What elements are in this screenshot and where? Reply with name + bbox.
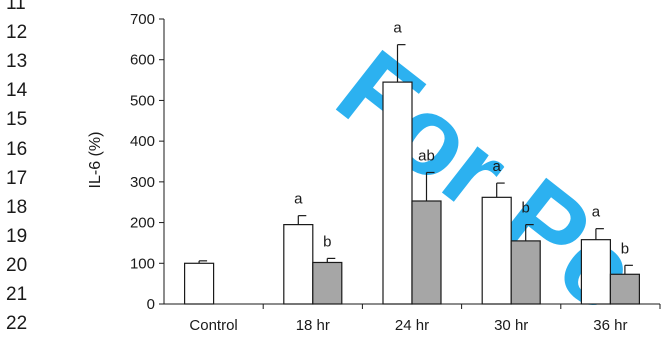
- line-number: 12: [6, 22, 28, 44]
- line-number: 16: [6, 138, 28, 160]
- x-tick-label: 18 hr: [296, 317, 330, 334]
- significance-label: ab: [418, 147, 435, 164]
- y-tick-label: 500: [130, 92, 155, 109]
- line-number: 11: [6, 0, 26, 14]
- bar: [510, 240, 541, 305]
- bar: [481, 196, 512, 305]
- line-number: 17: [6, 167, 28, 189]
- y-tick-label: 100: [130, 255, 155, 272]
- line-number: 18: [6, 196, 28, 218]
- bar: [312, 261, 343, 305]
- significance-label: a: [493, 158, 502, 175]
- y-tick-label: 700: [130, 11, 155, 28]
- significance-label: b: [522, 200, 530, 217]
- bar: [184, 262, 215, 305]
- significance-label: b: [621, 240, 629, 257]
- bar: [411, 200, 442, 305]
- line-number-column: 11 12 13 14 15 16 17 18 19 20 21 22: [0, 0, 44, 349]
- y-tick-label: 200: [130, 215, 155, 232]
- x-tick-label: 30 hr: [494, 317, 528, 334]
- line-number: 19: [6, 225, 28, 247]
- y-tick-label: 600: [130, 52, 155, 69]
- x-tick-label: 36 hr: [593, 317, 627, 334]
- bars: [184, 44, 641, 305]
- y-axis-title: IL-6 (%): [87, 132, 104, 189]
- line-number: 13: [6, 51, 28, 73]
- y-tick-label: 300: [130, 174, 155, 191]
- significance-label: a: [393, 20, 402, 37]
- line-number: 22: [6, 313, 28, 335]
- significance-label: a: [294, 191, 303, 208]
- significance-label: a: [592, 204, 601, 221]
- y-tick-label: 400: [130, 133, 155, 150]
- x-tick-label: 24 hr: [395, 317, 429, 334]
- bar: [609, 273, 641, 305]
- line-number: 14: [6, 80, 28, 102]
- line-number: 21: [6, 284, 28, 305]
- line-number: 20: [6, 254, 28, 276]
- bar: [382, 81, 413, 305]
- significance-label: b: [323, 233, 331, 250]
- bar: [283, 224, 314, 305]
- bar: [580, 239, 612, 305]
- x-tick-label: Control: [189, 317, 237, 334]
- y-tick-label: 0: [147, 296, 155, 313]
- line-number: 15: [6, 109, 28, 131]
